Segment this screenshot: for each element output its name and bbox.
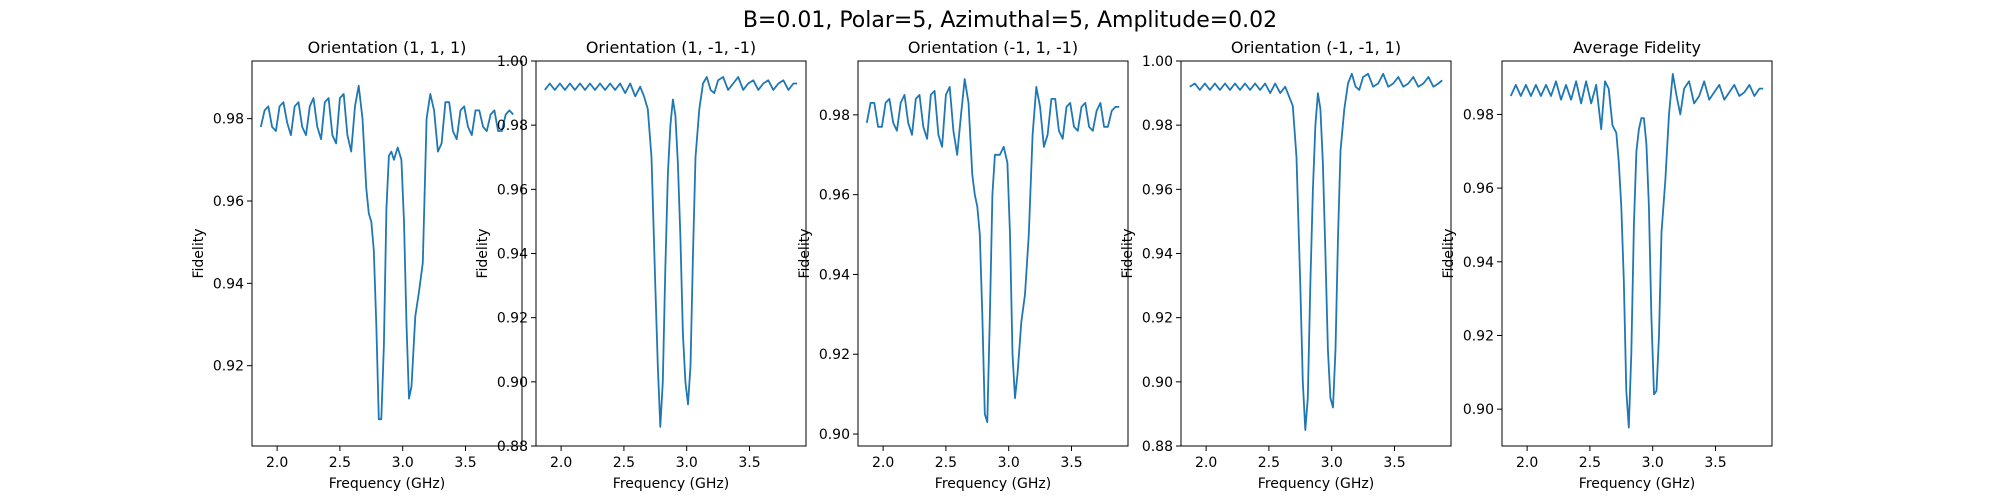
y-tick-label: 0.98	[819, 108, 850, 124]
x-tick-label: 3.0	[1321, 455, 1343, 471]
x-tick-label: 2.5	[613, 455, 635, 471]
series-line	[865, 78, 1120, 423]
series-line	[544, 76, 798, 428]
y-axis-label: Fidelity	[191, 229, 207, 279]
y-tick-label: 0.92	[497, 311, 528, 327]
x-tick-label: 3.0	[998, 455, 1020, 471]
y-tick-label: 0.96	[819, 188, 850, 204]
x-tick-label: 3.0	[392, 455, 414, 471]
subplot-5: 2.0 2.5 3.0 3.5 0.90 0.92 0.94 0.96 0.98 Average …	[1441, 38, 1773, 492]
y-tick-label: 0.98	[1142, 118, 1173, 134]
y-tick-label: 0.88	[497, 439, 528, 455]
x-tick-label: 2.0	[1195, 455, 1217, 471]
y-tick-label: 0.94	[497, 247, 528, 263]
y-tick-label: 0.90	[819, 427, 850, 443]
x-tick-label: 3.5	[1060, 455, 1082, 471]
axes-frame	[1501, 60, 1773, 447]
y-tick-label: 0.92	[1142, 311, 1173, 327]
x-tick-label: 2.0	[872, 455, 894, 471]
y-tick-label: 0.98	[213, 112, 244, 128]
x-tick-label: 2.5	[1579, 455, 1601, 471]
y-tick-label: 0.96	[1463, 181, 1494, 197]
subplot-title: Orientation (-1, 1, -1)	[908, 38, 1078, 57]
y-tick-label: 0.96	[497, 182, 528, 198]
x-axis-label: Frequency (GHz)	[613, 476, 729, 492]
subplot-2: 2.0 2.5 3.0 3.5 0.88 0.90 0.92 0.94 0.96 0.98 1.00…	[475, 38, 807, 492]
y-tick-label: 0.88	[1142, 439, 1173, 455]
y-tick-label: 0.96	[1142, 182, 1173, 198]
subplot-title: Orientation (-1, -1, 1)	[1231, 38, 1401, 57]
series-line	[1189, 72, 1443, 431]
x-tick-label: 3.5	[738, 455, 760, 471]
x-tick-label: 2.5	[329, 455, 351, 471]
y-tick-label: 0.94	[1463, 255, 1494, 271]
series-line	[259, 84, 514, 421]
x-tick-label: 2.5	[935, 455, 957, 471]
figure-title: B=0.01, Polar=5, Azimuthal=5, Amplitude=…	[743, 8, 1277, 33]
y-tick-label: 1.00	[1142, 54, 1173, 70]
y-axis-label: Fidelity	[475, 229, 491, 279]
x-tick-label: 3.5	[1383, 455, 1405, 471]
x-tick-label: 3.0	[676, 455, 698, 471]
x-tick-label: 3.5	[1704, 455, 1726, 471]
y-axis-label: Fidelity	[1441, 229, 1457, 279]
x-axis-label: Frequency (GHz)	[1258, 476, 1374, 492]
subplot-title: Orientation (1, -1, -1)	[586, 38, 756, 57]
y-tick-label: 1.00	[497, 54, 528, 70]
subplot-title: Orientation (1, 1, 1)	[308, 38, 467, 57]
y-tick-label: 0.92	[819, 347, 850, 363]
x-tick-label: 2.0	[266, 455, 288, 471]
y-tick-label: 0.92	[1463, 328, 1494, 344]
x-axis-label: Frequency (GHz)	[1579, 476, 1695, 492]
axes-frame	[251, 60, 523, 447]
x-tick-label: 3.0	[1642, 455, 1664, 471]
y-axis-label: Fidelity	[1120, 229, 1136, 279]
x-tick-label: 3.5	[454, 455, 476, 471]
y-tick-label: 0.90	[1142, 375, 1173, 391]
y-tick-label: 0.94	[819, 267, 850, 283]
subplot-title: Average Fidelity	[1573, 38, 1701, 57]
x-tick-label: 2.0	[1516, 455, 1538, 471]
x-tick-label: 2.5	[1258, 455, 1280, 471]
y-tick-label: 0.98	[1463, 107, 1494, 123]
y-tick-label: 0.90	[497, 375, 528, 391]
series-line	[1509, 73, 1764, 429]
x-axis-label: Frequency (GHz)	[329, 476, 445, 492]
y-tick-label: 0.90	[1463, 402, 1494, 418]
y-axis-label: Fidelity	[797, 229, 813, 279]
subplot-1: 2.0 2.5 3.0 3.5 0.92 0.94 0.96 0.98 Orientation …	[191, 38, 523, 492]
y-tick-label: 0.98	[497, 118, 528, 134]
y-tick-label: 0.92	[213, 359, 244, 375]
y-tick-label: 0.96	[213, 194, 244, 210]
axes-frame	[857, 60, 1129, 447]
subplot-3: 2.0 2.5 3.0 3.5 0.90 0.92 0.94 0.96 0.98 Orientat…	[797, 38, 1129, 492]
y-tick-label: 0.94	[1142, 247, 1173, 263]
subplot-4: 2.0 2.5 3.0 3.5 0.88 0.90 0.92 0.94 0.96 0.98 1.00…	[1120, 38, 1452, 492]
y-tick-label: 0.94	[213, 276, 244, 292]
x-axis-label: Frequency (GHz)	[935, 476, 1051, 492]
x-tick-label: 2.0	[550, 455, 572, 471]
subplots: 2.0 2.5 3.0 3.5 0.92 0.94 0.96 0.98 Orientation …	[191, 38, 1773, 492]
